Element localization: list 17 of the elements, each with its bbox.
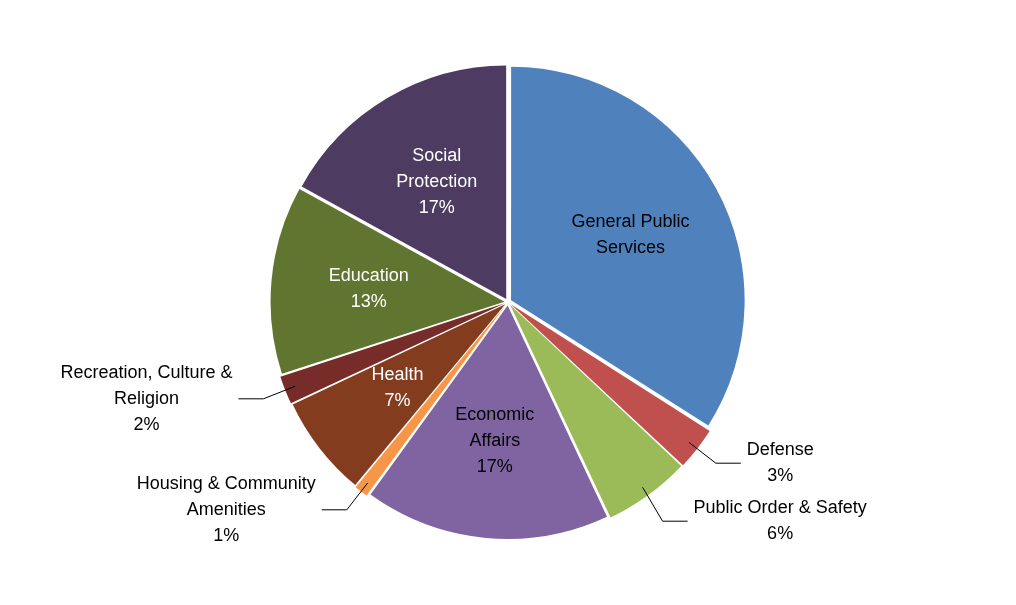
slice-label: General Public Services — [571, 210, 690, 257]
data-label: 7% — [384, 389, 411, 410]
data-label: 6% — [767, 523, 794, 544]
data-label: 13% — [350, 290, 387, 311]
slice-label: Economic Affairs — [455, 404, 535, 451]
slice-label: Health — [371, 363, 424, 384]
slice-label: Housing & Community Amenities — [136, 472, 316, 519]
data-label: 17% — [476, 456, 513, 477]
slice-label: Recreation, Culture & Religion — [60, 361, 233, 408]
slice-label: Public Order & Safety — [693, 497, 867, 518]
data-label: 1% — [213, 524, 240, 545]
data-label: 2% — [133, 413, 160, 434]
slice-label: Social Protection — [396, 144, 478, 191]
data-label: 3% — [767, 465, 794, 486]
slice-label: Education — [328, 264, 409, 285]
data-label: 17% — [418, 196, 455, 217]
slice-label: Defense — [746, 439, 814, 460]
